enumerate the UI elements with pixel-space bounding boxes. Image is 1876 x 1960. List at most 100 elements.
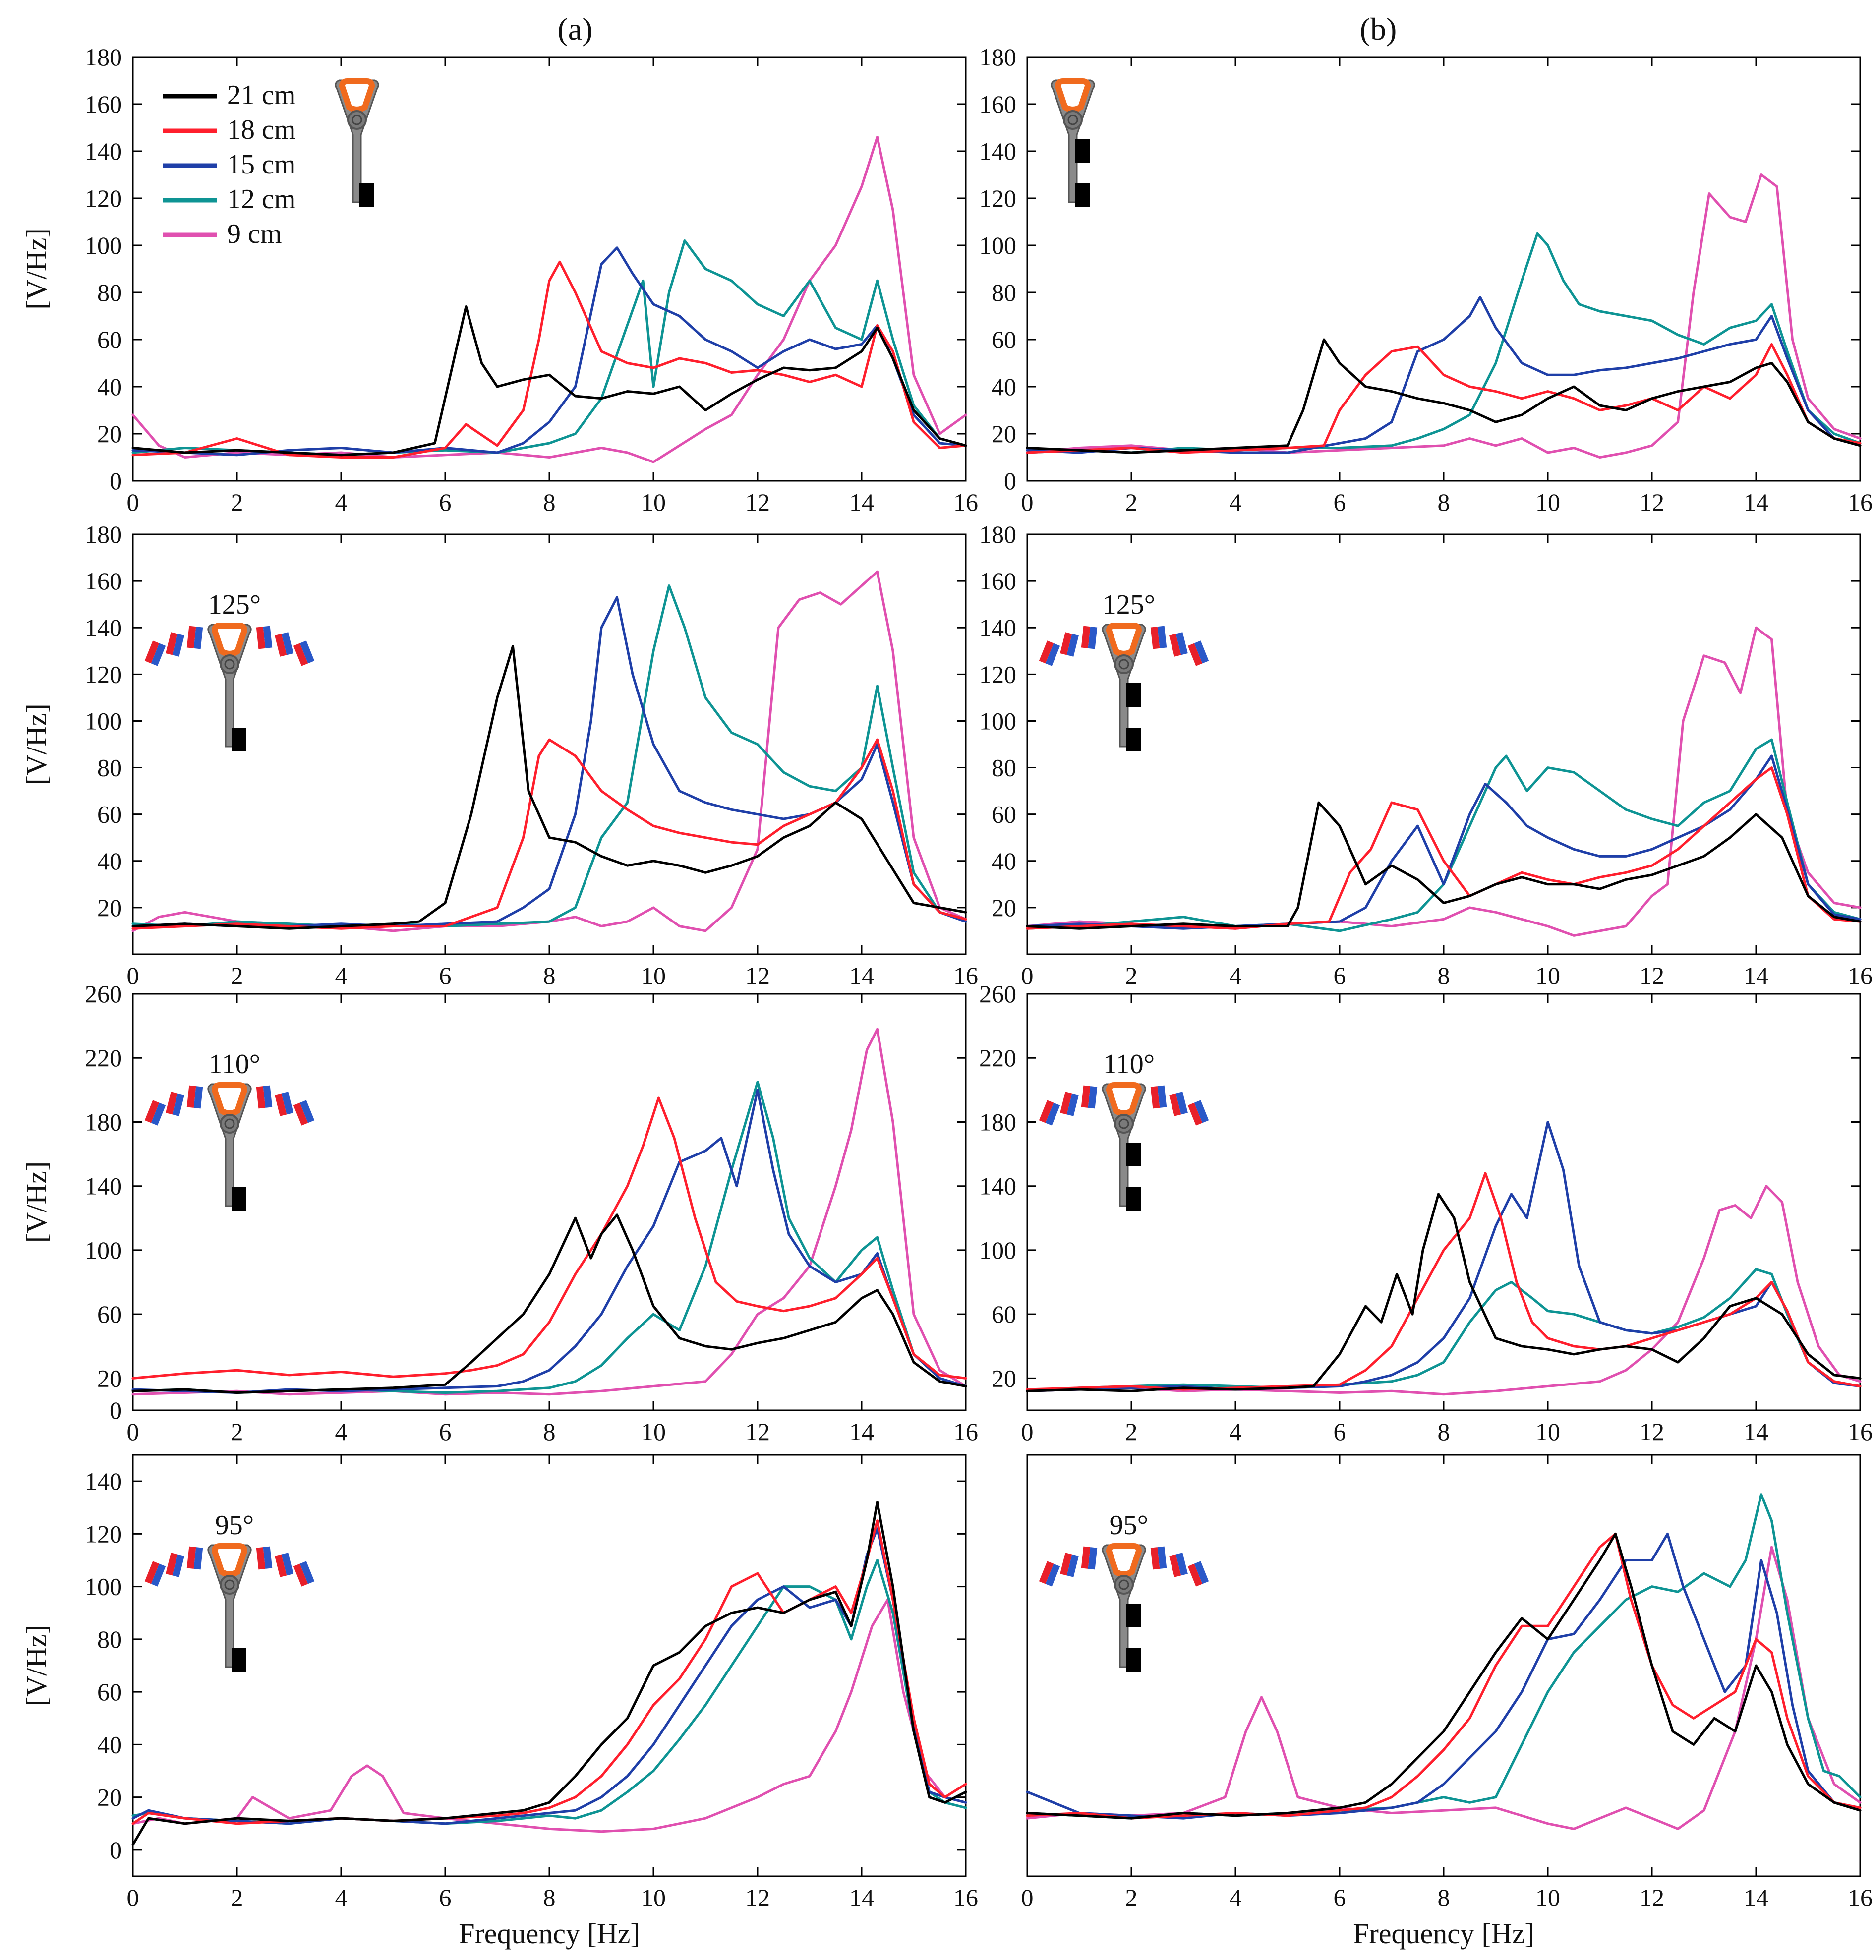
x-tick-label: 6	[1334, 962, 1346, 989]
y-tick-label: 260	[85, 980, 122, 1008]
magnet-pair-3	[256, 1546, 273, 1570]
y-tick-label: 180	[979, 43, 1016, 71]
y-tick-label: 40	[992, 373, 1016, 401]
magnet-red	[1039, 1561, 1054, 1584]
y-tick-label: 20	[97, 1364, 122, 1392]
legend-entry-label: 21 cm	[227, 80, 295, 111]
angle-label: 95°	[215, 1510, 254, 1541]
x-tick-label: 4	[1230, 488, 1242, 516]
x-tick-label: 12	[745, 962, 770, 989]
magnet-blue	[299, 640, 315, 664]
series-line-21-cm	[131, 645, 967, 930]
y-axis-title: [V/Hz]	[20, 703, 53, 785]
series-line-12-cm	[1026, 1493, 1862, 1820]
magnet-blue	[1088, 1086, 1098, 1109]
magnet-pair-2	[1081, 626, 1098, 649]
series-line-18-cm	[1026, 1172, 1862, 1391]
series-line-15-cm	[131, 596, 967, 927]
series-line-21-cm	[1026, 338, 1862, 454]
magnet-pair-5	[293, 1100, 315, 1126]
magnet-blue	[1194, 1561, 1209, 1584]
magnet-blue	[1045, 643, 1060, 666]
magnet-pair-2	[186, 626, 203, 649]
magnet-pair-4	[1169, 632, 1188, 657]
tip-mass	[1126, 1604, 1141, 1627]
magnet-red	[1150, 1086, 1160, 1109]
y-tick-label: 180	[85, 43, 122, 71]
tip-mass	[1126, 1143, 1141, 1166]
series-line-18-cm	[131, 1096, 967, 1380]
tip-mass	[1075, 139, 1090, 163]
y-tick-label: 140	[979, 1172, 1016, 1200]
x-tick-label: 10	[1535, 1418, 1560, 1445]
y-tick-label: 20	[992, 420, 1016, 448]
magnet-red	[1039, 640, 1054, 664]
magnet-blue	[1194, 1100, 1209, 1123]
magnet-red	[256, 1086, 266, 1109]
magnet-pair-3	[1150, 626, 1167, 649]
tip-mass	[232, 1187, 246, 1211]
magnet-red	[144, 1561, 160, 1584]
tip-mass	[1126, 683, 1141, 707]
series-line-9-cm	[131, 570, 967, 932]
series-line-9-cm	[131, 1028, 967, 1396]
y-tick-label: 80	[992, 754, 1016, 782]
magnet-blue	[1088, 627, 1098, 649]
panel-b4: 0 2 4 6 8 10 12 14 16 Frequency [Hz] 95°	[1021, 1454, 1873, 1950]
magnet-red	[293, 1102, 308, 1126]
magnet-blue	[172, 634, 184, 657]
legend-entry-label: 12 cm	[227, 184, 295, 215]
y-tick-label: 140	[85, 137, 122, 165]
magnet-pair-2	[1081, 1085, 1098, 1109]
magnet-blue	[1045, 1563, 1060, 1587]
angle-label: 125°	[208, 589, 261, 620]
series-line-21-cm	[1026, 801, 1862, 930]
y-tick-label: 80	[97, 279, 122, 306]
x-tick-label: 8	[1438, 1884, 1450, 1911]
x-axis-title: Frequency [Hz]	[1353, 1917, 1534, 1950]
series-line-15-cm	[131, 1089, 967, 1394]
tip-mass	[1126, 728, 1141, 751]
series-line-15-cm	[131, 1527, 967, 1825]
magnet-red	[1060, 632, 1072, 655]
magnet-blue	[1157, 626, 1167, 648]
magnet-pair-0	[1039, 1561, 1060, 1587]
magnet-pair-1	[166, 1553, 184, 1577]
column-label-b: (b)	[1360, 11, 1397, 47]
y-tick-label: 100	[85, 1236, 122, 1264]
x-tick-label: 12	[1640, 962, 1664, 989]
magnet-red	[1150, 627, 1160, 649]
panel-a4: 0 2 4 6 8 10 12 14 16 0 20 40 60 80 100 120 140 [V/Hz] Fre…	[20, 1454, 978, 1950]
x-tick-label: 10	[641, 488, 666, 516]
series-line-18-cm	[131, 260, 967, 459]
y-tick-label: 40	[992, 847, 1016, 875]
panel-a2: 0 2 4 6 8 10 12 14 16 20 40 60 80 100 120 140 160 180 [V/H…	[20, 520, 978, 989]
magnet-blue	[263, 626, 273, 648]
legend-entry-label: 18 cm	[227, 115, 295, 145]
y-tick-label: 140	[85, 1172, 122, 1200]
x-tick-label: 16	[1848, 1418, 1873, 1445]
x-tick-label: 16	[953, 1418, 978, 1445]
magnet-blue	[1088, 1547, 1098, 1570]
x-tick-label: 16	[953, 962, 978, 989]
tip-mass	[1126, 1187, 1141, 1211]
legend-entry-label: 15 cm	[227, 149, 295, 180]
panel-a1: 0 2 4 6 8 10 12 14 16020406080100120140160180[V/…	[20, 43, 978, 516]
y-tick-label: 180	[979, 1108, 1016, 1136]
x-tick-label: 16	[1848, 962, 1873, 989]
series-line-9-cm	[1026, 1546, 1862, 1830]
x-tick-label: 12	[1640, 1884, 1664, 1911]
magnet-blue	[1194, 640, 1209, 664]
tip-mass	[232, 1648, 246, 1672]
series-line-15-cm	[131, 246, 967, 457]
tip-mass	[1126, 1648, 1141, 1672]
x-tick-label: 0	[1021, 1418, 1034, 1445]
x-tick-label: 2	[231, 962, 243, 989]
magnet-red	[275, 634, 287, 657]
magnet-pair-2	[186, 1546, 203, 1570]
x-tick-label: 0	[1021, 1884, 1034, 1911]
x-tick-label: 2	[1125, 1884, 1138, 1911]
y-tick-label: 120	[85, 660, 122, 688]
y-tick-label: 180	[979, 520, 1016, 548]
